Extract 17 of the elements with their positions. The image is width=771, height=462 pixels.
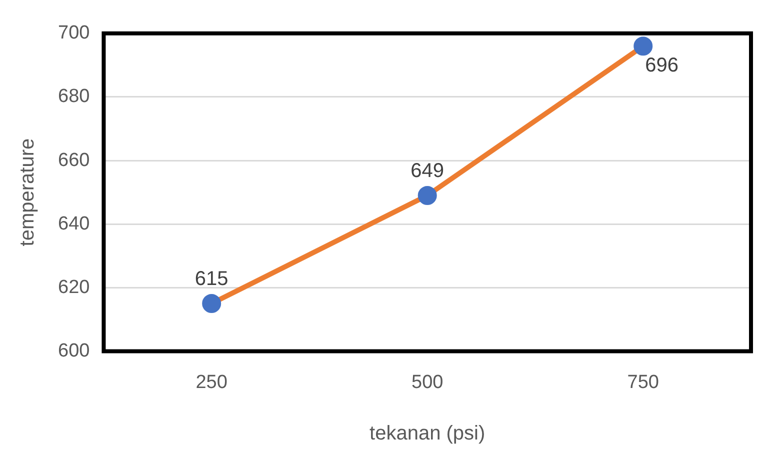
- y-tick-label: 620: [58, 276, 90, 298]
- y-tick-label: 680: [58, 86, 90, 108]
- y-tick-label: 660: [58, 150, 90, 171]
- y-tick-label: 700: [58, 22, 90, 44]
- data-label: 615: [194, 268, 228, 290]
- x-tick-label: 750: [627, 372, 659, 393]
- y-tick-label: 600: [58, 340, 90, 362]
- x-axis-title: tekanan (psi): [370, 422, 486, 445]
- y-axis-title: temperature: [16, 138, 39, 246]
- data-label: 696: [645, 54, 678, 77]
- data-label: 649: [410, 160, 444, 182]
- point: [634, 36, 653, 56]
- point: [202, 294, 222, 314]
- point: [418, 186, 437, 205]
- x-tick-label: 500: [412, 372, 444, 393]
- x-tick-label: 250: [196, 372, 228, 393]
- y-tick-label: 640: [58, 213, 90, 234]
